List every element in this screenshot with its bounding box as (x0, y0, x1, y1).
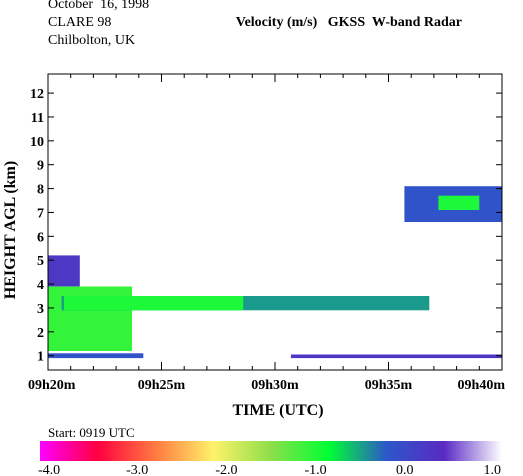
colorbar-tick-label: -1.0 (305, 463, 327, 476)
start-time-label: Start: 0919 UTC (48, 425, 135, 440)
x-tick-label: 09h30m (251, 378, 299, 393)
y-tick-label: 2 (37, 326, 44, 341)
colorbar-labels: -4.0 -3.0 -2.0 -1.0 0.0 1.0 (38, 463, 501, 476)
colorbar-tick-label: 0.0 (396, 463, 414, 476)
chart-title: Velocity (m/s) GKSS W-band Radar (229, 0, 462, 32)
x-axis-title: TIME (UTC) (232, 402, 323, 419)
date-label: October 16, 1998 (48, 0, 150, 12)
y-tick-label: 7 (37, 206, 44, 221)
y-tick-label: 9 (37, 159, 44, 174)
colorbar-tick-label: -4.0 (38, 463, 60, 476)
x-tick-label: 09h40m (458, 378, 506, 393)
x-tick-label: 09h20m (28, 378, 76, 393)
location-label: Chilbolton, UK (48, 33, 136, 48)
colorbar-tick-label: -2.0 (215, 463, 237, 476)
heatmap-region (48, 353, 144, 359)
colorbar-tick-label: 1.0 (484, 463, 502, 476)
y-tick-label: 4 (37, 278, 44, 293)
y-tick-label: 1 (37, 350, 44, 365)
heatmap-data (48, 186, 502, 359)
heatmap-region (290, 354, 502, 359)
campaign-label: CLARE 98 (48, 15, 112, 30)
heatmap-region (63, 296, 244, 311)
y-tick-label: 8 (37, 183, 44, 198)
y-tick-label: 5 (37, 254, 44, 269)
y-tick-label: 11 (31, 111, 44, 126)
y-tick-label: 6 (37, 230, 44, 245)
y-axis-title: HEIGHT AGL (km) (2, 161, 19, 299)
heatmap-region (438, 195, 480, 210)
quantity-label: Velocity (m/s) (235, 15, 318, 30)
instrument-label: GKSS W-band Radar (327, 15, 462, 30)
colorbar-tick-label: -3.0 (126, 463, 148, 476)
x-tick-label: 09h35m (365, 378, 413, 393)
y-tick-label: 12 (30, 87, 44, 102)
y-tick-label: 10 (30, 135, 44, 150)
y-tick-label: 3 (37, 302, 44, 317)
x-tick-label: 09h25m (138, 378, 186, 393)
x-axis: 09h20m 09h25m 09h30m 09h35m 09h40m (28, 74, 505, 393)
colorbar (40, 441, 502, 461)
